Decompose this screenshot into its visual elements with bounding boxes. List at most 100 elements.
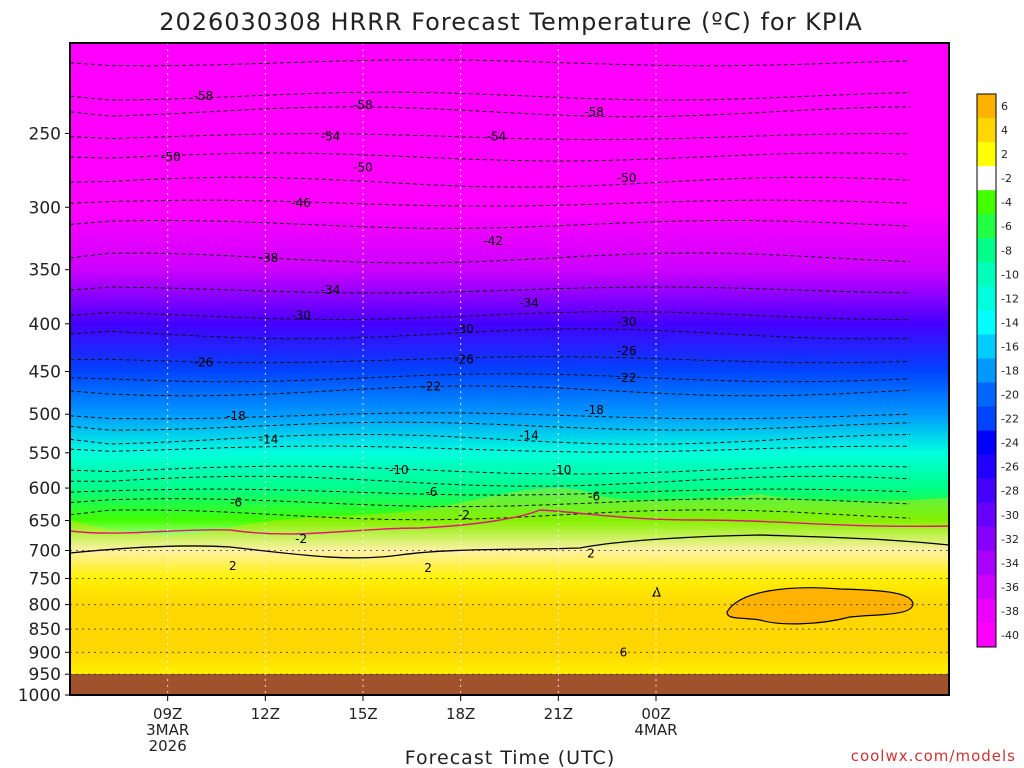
isotherm-dashed-line <box>70 311 911 321</box>
contour-label: -58 <box>584 105 604 119</box>
isotherm-dashed-line <box>70 433 911 445</box>
colorbar-label: -12 <box>1001 292 1019 305</box>
x-axis-label: Forecast Time (UTC) <box>405 747 615 768</box>
colorbar-swatch <box>977 118 996 143</box>
contour-label: -50 <box>353 161 373 175</box>
colorbar-label: -2 <box>1001 172 1012 185</box>
colorbar-swatch <box>977 574 996 600</box>
colorbar-swatch <box>977 526 996 552</box>
y-tick-label: 450 <box>29 363 61 383</box>
colorbar-label: -28 <box>1001 485 1019 498</box>
isotherm-dashed-line <box>70 385 911 397</box>
colorbar-swatch <box>977 598 996 624</box>
isotherm-dashed-line <box>70 509 911 521</box>
contour-label: -6 <box>588 490 600 504</box>
y-tick-label: 900 <box>29 643 61 663</box>
contour-label: 2 <box>424 561 432 575</box>
y-tick-label: 1000 <box>18 686 61 706</box>
temperature-field <box>70 43 949 695</box>
isotherm-dashed-line <box>70 106 911 118</box>
isotherm-dashed-line <box>70 412 911 420</box>
y-tick-label: 550 <box>29 444 61 464</box>
colorbar-label: -6 <box>1001 220 1012 233</box>
isotherm-dashed-line <box>70 373 911 383</box>
contour-label: -58 <box>353 98 373 112</box>
contour-label: -22 <box>617 371 637 385</box>
contour-label: -42 <box>483 234 503 248</box>
isotherm-lines <box>70 59 911 521</box>
contour-label: 6 <box>620 645 628 659</box>
contour-label: -26 <box>617 344 637 358</box>
isotherm-dashed-line <box>70 133 911 141</box>
contour-label: -58 <box>194 89 214 103</box>
contour-label: 2 <box>229 559 237 573</box>
colorbar-label: 2 <box>1001 148 1008 161</box>
pressure-axis: 250 300 350 400 450 500 550 600 650 700 750 800 850 9… <box>18 124 70 706</box>
colorbar-swatch <box>977 262 996 287</box>
contour-label: -22 <box>422 380 442 394</box>
colorbar-swatch <box>977 190 996 215</box>
y-tick-label: 350 <box>29 261 61 281</box>
isotherm-dashed-line <box>70 475 911 487</box>
contour-labels: -58-58 -58-54 -54-50-50-50-46-42-38-34-34-… <box>161 89 636 659</box>
isotherm-dashed-line <box>70 445 910 453</box>
isotherm-dashed-line <box>70 488 911 496</box>
contour-label: -6 <box>425 485 437 499</box>
y-tick-label: 800 <box>29 596 61 616</box>
colorbar-label: 4 <box>1001 124 1008 137</box>
colorbar-label: -10 <box>1001 268 1019 281</box>
isotherm-dashed-line <box>70 356 911 364</box>
isotherm-dashed-line <box>70 498 911 508</box>
colorbar-label: -20 <box>1001 389 1019 402</box>
colorbar-swatch <box>977 142 996 167</box>
colorbar-label: -38 <box>1001 605 1019 618</box>
contour-label: -30 <box>291 309 311 323</box>
y-tick-label: 500 <box>29 405 61 425</box>
contour-label: -14 <box>259 432 279 446</box>
y-tick-label: 250 <box>29 124 61 144</box>
y-tick-label: 650 <box>29 511 61 531</box>
warm-core-contour-6 <box>726 587 914 625</box>
colorbar-swatch <box>977 286 996 311</box>
isotherm-dashed-line <box>70 252 911 264</box>
colorbar-label: -14 <box>1001 316 1019 329</box>
colorbar-swatch <box>977 502 996 528</box>
colorbar-label: -30 <box>1001 509 1019 522</box>
colorbar-label: -22 <box>1001 413 1019 426</box>
y-tick-label: 300 <box>29 198 61 218</box>
colorbar-swatch <box>977 430 996 455</box>
colorbar-label: -18 <box>1001 365 1019 378</box>
isotherm-dashed-line <box>70 91 911 101</box>
contour-label: -46 <box>291 196 311 210</box>
colorbar-label: -34 <box>1001 557 1019 570</box>
x-tick-label: 12Z <box>251 705 280 723</box>
colorbar-legend: 6 4 2 -2 -4 -6 -8 -10 -12 -14 -16 -18 -20 -22 -24 -26 -2… <box>976 93 1019 648</box>
x-tick-label: 09Z <box>153 705 182 723</box>
colorbar-label: -40 <box>1001 629 1019 642</box>
contour-label: -26 <box>454 353 474 367</box>
grid-lines <box>70 43 949 695</box>
x-tick-label: 2026 <box>149 737 187 755</box>
x-tick-label: 15Z <box>348 705 377 723</box>
x-tick-label: 3MAR <box>146 721 189 739</box>
x-tick-label: 18Z <box>446 705 475 723</box>
colorbar-label: -16 <box>1001 341 1019 354</box>
chart-title: 2026030308 HRRR Forecast Temperature (ºC… <box>159 8 863 36</box>
contour-label: -10 <box>389 463 409 477</box>
contour-label: -30 <box>617 315 637 329</box>
isotherm-dashed-line <box>70 421 911 431</box>
isotherm-dashed-line <box>70 286 911 294</box>
x-tick-label: 00Z <box>641 705 670 723</box>
isotherm-zero <box>70 509 949 535</box>
y-tick-label: 750 <box>29 569 61 589</box>
colorbar-label: -24 <box>1001 437 1019 450</box>
contour-label: -50 <box>617 171 637 185</box>
credit-text: coolwx.com/models <box>851 747 1016 765</box>
colorbar-label: -32 <box>1001 533 1019 546</box>
isotherm-plus-2 <box>70 534 949 559</box>
colorbar-swatch <box>977 334 996 359</box>
warm-pocket-shading <box>70 487 949 695</box>
